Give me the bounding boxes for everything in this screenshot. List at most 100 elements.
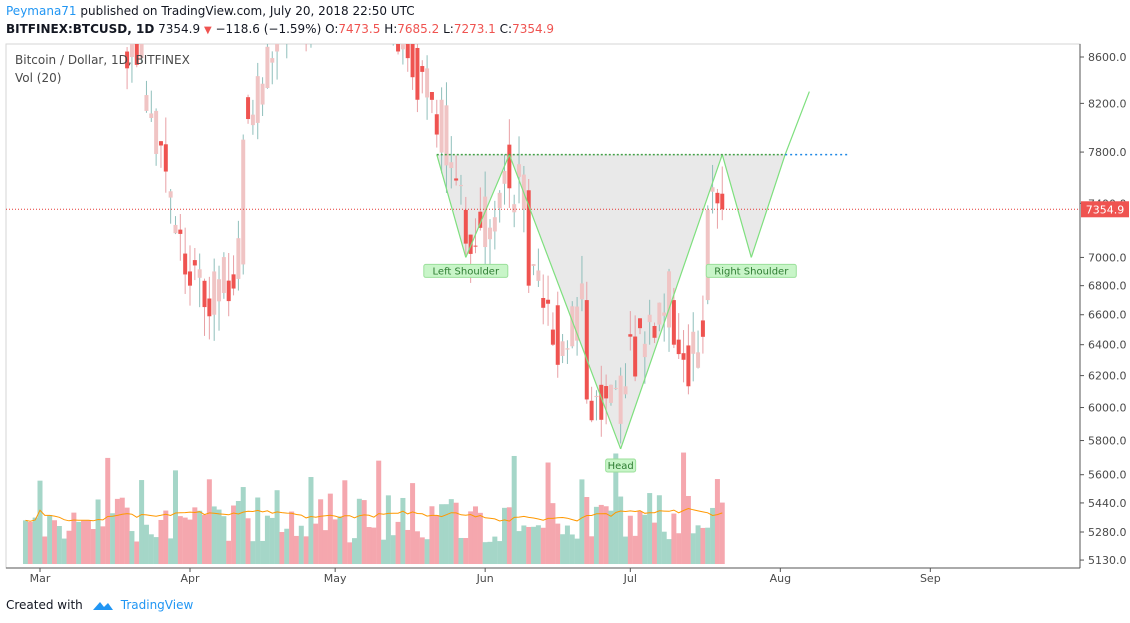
candle-body [154,110,159,154]
volume-bar [284,528,290,564]
candle-body [623,386,628,395]
volume-bar [453,502,459,564]
volume-bar [477,512,483,564]
last-price-badge [1081,201,1129,218]
y-tick-label: 5130.0 [1088,554,1127,567]
volume-bar [168,538,174,564]
volume-bar [521,525,527,564]
right-shoulder-label-box [705,263,797,278]
down-triangle-icon: ▼ [203,25,212,36]
candle-body [492,217,497,232]
candle-body [667,271,672,328]
volume-bar [139,480,145,564]
candle-body [478,211,483,228]
close-label: C: [499,22,513,36]
volume-bar [632,535,638,564]
x-tick-label: Apr [180,572,200,585]
volume-bar [245,518,251,564]
volume-bar [192,507,198,564]
volume-bar [714,479,720,564]
volume-bar [487,541,493,564]
volume-bar [366,527,372,564]
volume-bar [564,525,570,564]
right-shoulder-label: Right Shoulder [714,266,789,277]
volume-bar [221,516,227,564]
candle-body [579,283,584,300]
created-with: Created with [6,598,83,612]
author-link[interactable]: Peymana71 [6,4,77,18]
volume-bar [593,506,599,564]
candle-body [434,114,439,135]
volume-bar [303,536,309,564]
candle-body [144,95,149,111]
volume-bar [172,470,178,564]
candle-body [700,320,705,337]
volume-bar [105,457,111,564]
candle-body [270,58,275,63]
tradingview-link[interactable]: TradingView [91,598,193,612]
volume-bar [76,521,82,564]
volume-bar [661,531,667,564]
volume-bar [584,497,590,564]
candle-body [691,331,696,354]
y-tick-label: 5800.0 [1088,435,1127,448]
volume-bar [187,519,193,564]
volume-bar [22,520,28,564]
volume-bar [482,542,488,564]
volume-bar [681,452,687,564]
x-tick-label: Aug [770,572,791,585]
open-label: O: [325,22,339,36]
volume-bar [61,538,67,564]
candle-body [202,280,207,308]
candle-body [260,83,265,105]
candle-body [304,0,308,35]
publish-info: published on TradingView.com, July 20, 2… [80,4,415,18]
volume-bar [240,487,246,564]
volume-bar [95,499,101,564]
volume-bar [134,541,140,564]
candle-body [314,7,318,22]
candle-body [217,279,222,302]
volume-bar [656,495,662,564]
y-tick-label: 5280.0 [1088,526,1127,539]
volume-bar [250,541,256,564]
candle-body [638,318,642,329]
candle-body [246,97,251,120]
volume-bar [666,539,672,564]
low-value: 7273.1 [453,22,496,36]
candle-body [420,66,425,72]
volume-bar [613,453,619,564]
volume-bar [719,502,725,564]
volume-bar [603,506,609,564]
volume-bar [627,515,633,564]
volume-bar [327,493,333,564]
volume-bar [274,490,280,564]
volume-bar [352,538,358,564]
candle-body [236,238,241,279]
target-projection-line [784,91,810,155]
candle-body [696,352,701,368]
volume-bar [685,495,691,564]
volume-bar [569,534,575,564]
candle-body [546,299,551,304]
volume-bar [434,515,440,564]
volume-bar [555,523,561,564]
volume-bar [124,507,130,564]
head-label: Head [608,461,634,472]
plot-content [22,0,849,564]
volume-bar [395,521,401,564]
volume-bar [177,516,183,564]
y-tick-label: 7800.0 [1088,146,1127,159]
high-value: 7685.2 [397,22,440,36]
candle-body [594,395,599,398]
candle-body [449,162,454,169]
right-shoulder-line [750,154,786,258]
candle-body [483,196,488,248]
volume-bar [318,499,324,564]
candle-body [328,4,332,17]
volume-bar [85,520,91,564]
candle-body [536,270,541,281]
candle-body [550,329,555,345]
candle-body [531,264,536,266]
price-chart[interactable]: 8600.08200.07800.07400.07000.06800.06600… [0,0,1130,595]
